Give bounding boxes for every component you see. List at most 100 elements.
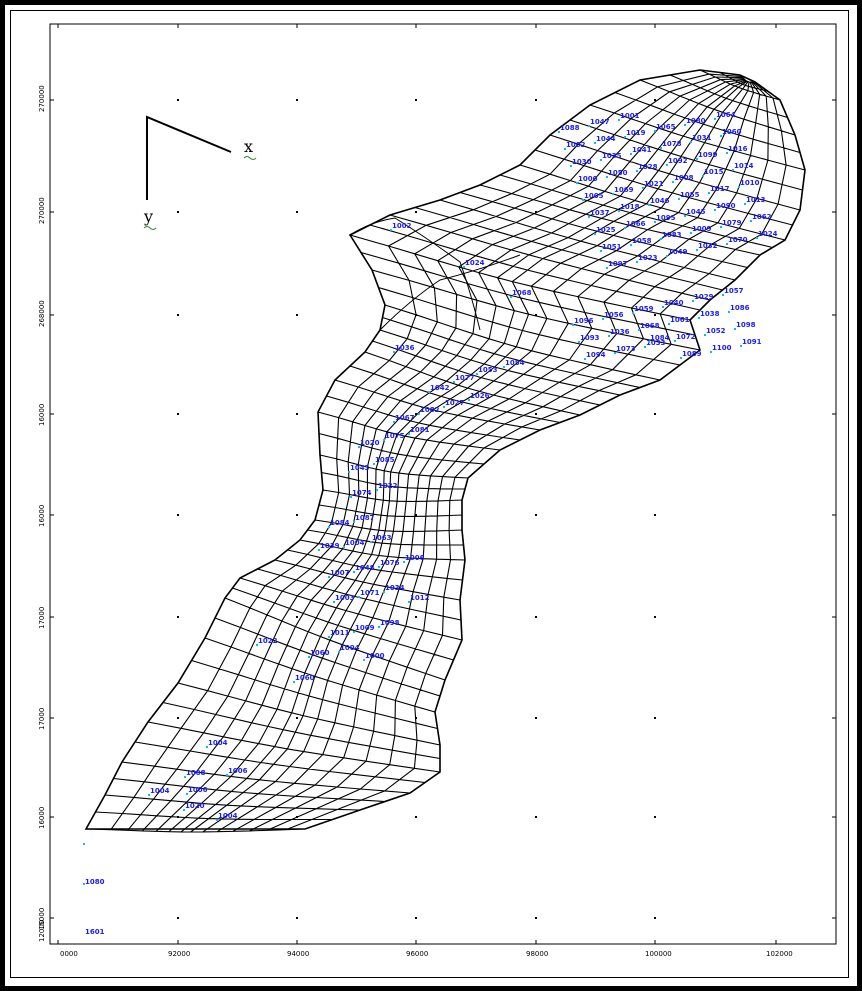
node-label: 1025 [596, 226, 616, 234]
grid-dot [415, 413, 417, 415]
node-marker [453, 381, 455, 383]
node-label: 1084 [650, 334, 670, 342]
y-tick-labels: 270000 270000 268000 16000 16000 17000 17000 16… [38, 85, 46, 942]
y-tick-label: 17000 [38, 607, 46, 629]
node-marker [662, 306, 664, 308]
node-label: 1002 [566, 141, 586, 149]
node-marker [648, 204, 650, 206]
node-label: 1037 [590, 209, 610, 217]
grid-dot [654, 99, 656, 101]
grid-dot [177, 717, 179, 719]
x-tick-label: 0000 [60, 950, 78, 958]
y-tick-label: 15000 [38, 908, 46, 930]
grid-dot [296, 211, 298, 213]
node-label: 1003 [335, 594, 355, 602]
grid-dot [296, 99, 298, 101]
node-marker [722, 294, 724, 296]
node-marker [393, 421, 395, 423]
node-label: 1035 [602, 152, 622, 160]
mesh-lobe-lines [349, 217, 481, 331]
node-label: 1081 [410, 426, 430, 434]
node-marker [690, 232, 692, 234]
node-label: 1078 [662, 140, 682, 148]
x-letter-underline [243, 156, 257, 160]
node-label: 1014 [734, 162, 754, 170]
node-label: 1032 [698, 242, 718, 250]
bottom-node-label: 1008 [186, 769, 206, 777]
node-label: 1006 [405, 554, 425, 562]
node-label: 1067 [395, 414, 415, 422]
node-label: 1044 [596, 135, 616, 143]
node-label: 1075 [385, 432, 405, 440]
node-label: 1020 [360, 439, 380, 447]
node-marker [672, 181, 674, 183]
node-label: 1024 [465, 259, 485, 267]
node-label: 1018 [620, 203, 640, 211]
node-label: 1022 [258, 637, 278, 645]
node-marker [660, 238, 662, 240]
node-marker [363, 659, 365, 661]
node-label: 1071 [360, 589, 380, 597]
node-label: 1031 [692, 134, 712, 142]
node-marker [636, 170, 638, 172]
node-labels: 1088 1047 1001 1002 1044 1019 1065 1080 1064 1030… [83, 111, 778, 936]
node-marker [358, 446, 360, 448]
node-marker [618, 210, 620, 212]
grid-dot [415, 211, 417, 213]
node-marker [408, 601, 410, 603]
mesh-boundary [84, 69, 806, 830]
y-tick-label: 268000 [38, 300, 46, 327]
grid-dot [177, 413, 179, 415]
node-marker [692, 300, 694, 302]
node-label: 1036 [395, 344, 415, 352]
y-tick-label: 16000 [38, 807, 46, 829]
node-label: 1060 [295, 674, 315, 682]
x-tick-labels: 0000 92000 94000 96000 98000 100000 102000 [60, 950, 793, 958]
grid-dot [415, 99, 417, 101]
y-tick-label: 16000 [38, 404, 46, 426]
grid-dot [296, 616, 298, 618]
grid-dot [654, 314, 656, 316]
node-marker [684, 124, 686, 126]
grid-dot [535, 99, 537, 101]
node-marker [654, 221, 656, 223]
node-label: 1013 [746, 196, 766, 204]
node-label: 1070 [728, 236, 748, 244]
grid-dot [296, 717, 298, 719]
node-label: 1019 [626, 129, 646, 137]
node-marker [756, 237, 758, 239]
node-marker [618, 119, 620, 121]
node-marker [720, 135, 722, 137]
grid-dot [296, 314, 298, 316]
node-marker [588, 216, 590, 218]
node-marker [680, 357, 682, 359]
node-label: 1016 [728, 145, 748, 153]
node-marker [148, 794, 150, 796]
node-marker [226, 774, 228, 776]
node-marker [378, 626, 380, 628]
node-marker [333, 601, 335, 603]
node-label: 1040 [664, 299, 684, 307]
node-marker [654, 130, 656, 132]
node-label: 1099 [698, 151, 718, 159]
grid-dot [177, 514, 179, 516]
node-label: 1002 [392, 222, 412, 230]
node-marker [353, 631, 355, 633]
node-marker [684, 215, 686, 217]
node-marker [678, 198, 680, 200]
node-marker [674, 340, 676, 342]
node-label: 1063 [372, 534, 392, 542]
node-label: 1053 [478, 366, 498, 374]
node-label: 1050 [608, 169, 628, 177]
plot-border [10, 10, 849, 978]
node-marker [443, 406, 445, 408]
node-label: 1049 [668, 248, 688, 256]
grid-dot [654, 917, 656, 919]
node-label: 1069 [614, 186, 634, 194]
node-marker [578, 341, 580, 343]
node-marker [378, 566, 380, 568]
node-marker [602, 318, 604, 320]
mesh-lobe-lines [379, 254, 521, 331]
node-label: 1051 [602, 243, 622, 251]
node-label: 1033 [646, 339, 666, 347]
